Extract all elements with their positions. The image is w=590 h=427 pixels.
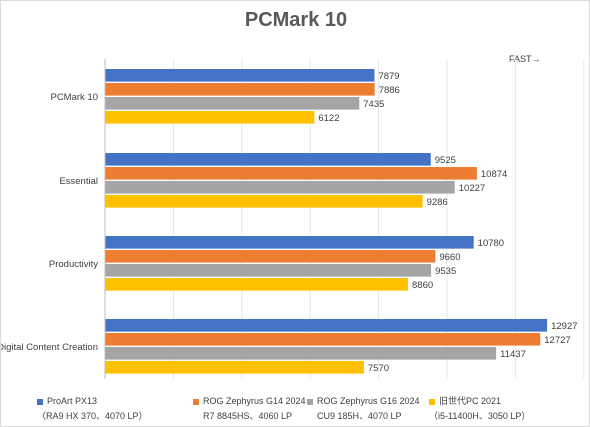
data-label: 6122 bbox=[318, 113, 339, 124]
fast-annotation: FAST→ bbox=[509, 54, 541, 64]
plot-area: 7879 7886 7435 6122 9525 10874 10227 9286 10780 9… bbox=[1, 59, 585, 379]
data-label: 9525 bbox=[435, 155, 456, 166]
chart-title: PCMark 10 bbox=[244, 9, 348, 31]
bar bbox=[105, 111, 315, 124]
data-label: 8860 bbox=[412, 280, 433, 291]
legend-label: ROG Zephyrus G14 2024 bbox=[203, 396, 306, 406]
bar bbox=[105, 181, 455, 194]
data-label: 12727 bbox=[544, 335, 570, 346]
bar bbox=[105, 167, 477, 180]
legend-label: ProArt PX13 bbox=[47, 396, 98, 406]
bar bbox=[105, 83, 375, 96]
legend-swatch bbox=[37, 398, 43, 405]
bar bbox=[105, 250, 436, 263]
category-label: Productivity bbox=[49, 259, 98, 270]
bar bbox=[105, 333, 541, 346]
bar bbox=[105, 319, 548, 332]
category-label: PCMark 10 bbox=[50, 92, 98, 103]
data-label: 11437 bbox=[500, 349, 526, 360]
legend-label: 旧世代PC 2021 bbox=[439, 396, 502, 406]
legend-sublabel: （RA9 HX 370、4070 LP） bbox=[37, 411, 148, 421]
legend-sublabel: CU9 185H、4070 LP bbox=[317, 411, 402, 421]
legend-item-series-3: ROG Zephyrus G16 2024 CU9 185H、4070 LP bbox=[307, 394, 420, 424]
legend-label: ROG Zephyrus G16 2024 bbox=[317, 396, 420, 406]
legend-sublabel: R7 8845HS、4060 LP bbox=[203, 411, 293, 421]
bar bbox=[105, 97, 360, 110]
bar bbox=[105, 278, 409, 291]
bar bbox=[105, 347, 497, 360]
data-label: 7435 bbox=[363, 99, 384, 110]
bar bbox=[105, 153, 431, 166]
legend-item-series-4: 旧世代PC 2021 （i5-11400H、3050 LP） bbox=[429, 394, 530, 424]
data-label: 12927 bbox=[551, 321, 577, 332]
data-label: 9286 bbox=[427, 197, 448, 208]
bar bbox=[105, 236, 474, 249]
legend-swatch bbox=[307, 398, 313, 405]
data-label: 10780 bbox=[478, 238, 504, 249]
data-label: 10874 bbox=[481, 169, 507, 180]
data-label: 9660 bbox=[439, 252, 460, 263]
legend-swatch bbox=[429, 398, 435, 405]
legend-item-series-1: ProArt PX13 （RA9 HX 370、4070 LP） bbox=[37, 394, 148, 424]
data-label: 7879 bbox=[378, 71, 399, 82]
legend-swatch bbox=[193, 398, 199, 405]
category-label: Essential bbox=[59, 176, 98, 187]
bar bbox=[105, 264, 432, 277]
bar bbox=[105, 69, 375, 82]
legend-item-series-2: ROG Zephyrus G14 2024 R7 8845HS、4060 LP bbox=[193, 394, 306, 424]
bar bbox=[105, 361, 364, 374]
data-label: 7886 bbox=[379, 85, 400, 96]
legend-sublabel: （i5-11400H、3050 LP） bbox=[429, 411, 531, 421]
data-label: 7570 bbox=[368, 363, 389, 374]
data-label: 10227 bbox=[459, 183, 485, 194]
data-label: 9535 bbox=[435, 266, 456, 277]
bar bbox=[105, 195, 423, 208]
category-label: Digital Content Creation bbox=[1, 342, 98, 353]
